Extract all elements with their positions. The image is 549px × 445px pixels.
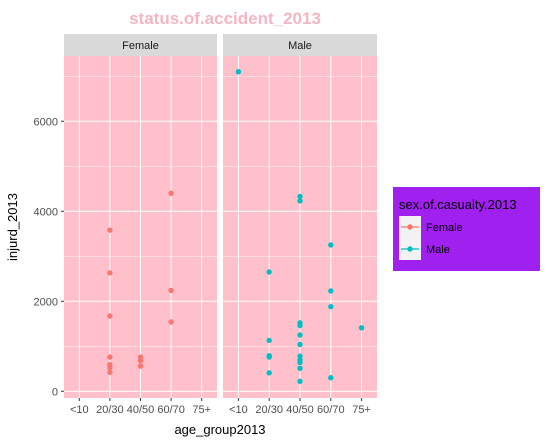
y-tick-label: 6000 xyxy=(34,116,58,128)
x-axis-title: age_group2013 xyxy=(174,422,265,437)
y-tick-label: 4000 xyxy=(34,206,58,218)
data-point-male xyxy=(297,378,303,385)
data-point-male xyxy=(358,325,365,331)
facet-strip-label-female: Female xyxy=(122,40,159,52)
x-tick-label: 75+ xyxy=(192,404,211,416)
y-axis-title: injurd_2013 xyxy=(5,193,20,261)
data-point-male xyxy=(297,332,303,338)
data-point-female xyxy=(168,287,174,294)
facet-strip-label-male: Male xyxy=(288,40,312,52)
data-point-male xyxy=(297,365,303,371)
chart-title: status.of.accident_2013 xyxy=(129,9,321,28)
data-point-male xyxy=(266,370,272,376)
data-point-female xyxy=(107,270,113,276)
data-point-female xyxy=(107,313,113,319)
legend-title: sex.of.casualty.2013 xyxy=(399,197,517,212)
x-tick-label: 20/30 xyxy=(96,404,124,416)
data-point-male xyxy=(266,354,272,360)
legend-label-male: Male xyxy=(426,244,450,256)
x-tick-label: <10 xyxy=(229,404,248,416)
data-point-female xyxy=(107,354,113,360)
data-point-female xyxy=(137,363,144,369)
data-point-male xyxy=(266,269,272,275)
data-point-male xyxy=(297,193,303,200)
data-point-female xyxy=(107,227,113,233)
x-tick-label: 60/70 xyxy=(157,404,185,416)
data-point-female xyxy=(137,357,144,364)
data-point-male xyxy=(328,242,334,248)
data-point-male xyxy=(266,337,272,344)
x-tick-label: 40/50 xyxy=(127,404,155,416)
y-tick-label: 2000 xyxy=(34,296,58,308)
facet-strip-female xyxy=(64,34,217,56)
legend-key-female-point xyxy=(407,224,413,230)
data-point-female xyxy=(168,319,174,325)
data-point-male xyxy=(235,69,242,75)
legend-key-male-point xyxy=(407,246,413,252)
x-tick-label: 20/30 xyxy=(255,404,283,416)
data-point-female xyxy=(168,190,174,196)
data-point-male xyxy=(297,322,303,329)
x-tick-label: <10 xyxy=(70,404,89,416)
data-point-female xyxy=(107,369,113,376)
facet-strip-male xyxy=(223,34,377,56)
data-point-male xyxy=(328,303,334,310)
x-tick-label: 75+ xyxy=(352,404,371,416)
data-point-male xyxy=(297,341,303,348)
data-point-male xyxy=(297,198,303,204)
legend-label-female: Female xyxy=(426,222,463,234)
x-tick-label: 40/50 xyxy=(286,404,314,416)
data-point-female xyxy=(107,365,113,371)
data-point-male xyxy=(297,359,303,366)
data-point-male xyxy=(328,288,334,294)
y-tick-label: 0 xyxy=(52,386,58,398)
x-tick-label: 60/70 xyxy=(317,404,345,416)
data-point-male xyxy=(328,375,334,381)
